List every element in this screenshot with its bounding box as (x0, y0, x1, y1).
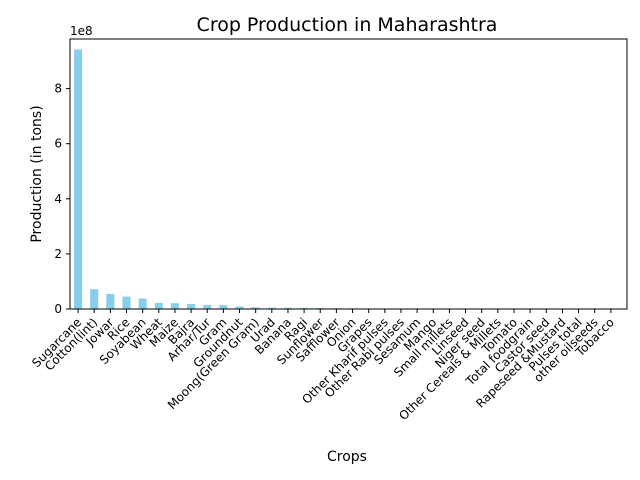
bar (283, 307, 292, 309)
bar (203, 304, 212, 309)
bar (122, 296, 131, 309)
bar (90, 289, 99, 309)
x-axis-title: Crops (327, 449, 367, 465)
y-tick-label: 4 (54, 192, 62, 206)
y-axis-title: Production (in tons) (29, 105, 45, 242)
bar (219, 305, 228, 309)
y-axis-multiplier: 1e8 (70, 24, 93, 38)
y-tick-label: 6 (54, 137, 62, 151)
plot-frame (69, 38, 628, 310)
bar (154, 302, 163, 309)
y-tick-label: 2 (54, 247, 62, 261)
bar (267, 307, 276, 309)
bar (170, 303, 179, 309)
y-axis-ticks: 0 2 4 6 8 (54, 82, 70, 316)
bar (106, 293, 115, 309)
bar (74, 49, 83, 309)
bar (187, 304, 196, 309)
chart-title: Crop Production in Maharashtra (197, 14, 498, 36)
y-tick-label: 8 (54, 82, 62, 96)
bar (235, 306, 244, 309)
bar (138, 298, 147, 309)
bar (251, 307, 260, 309)
bar (300, 307, 309, 309)
y-tick-label: 0 (54, 302, 62, 316)
